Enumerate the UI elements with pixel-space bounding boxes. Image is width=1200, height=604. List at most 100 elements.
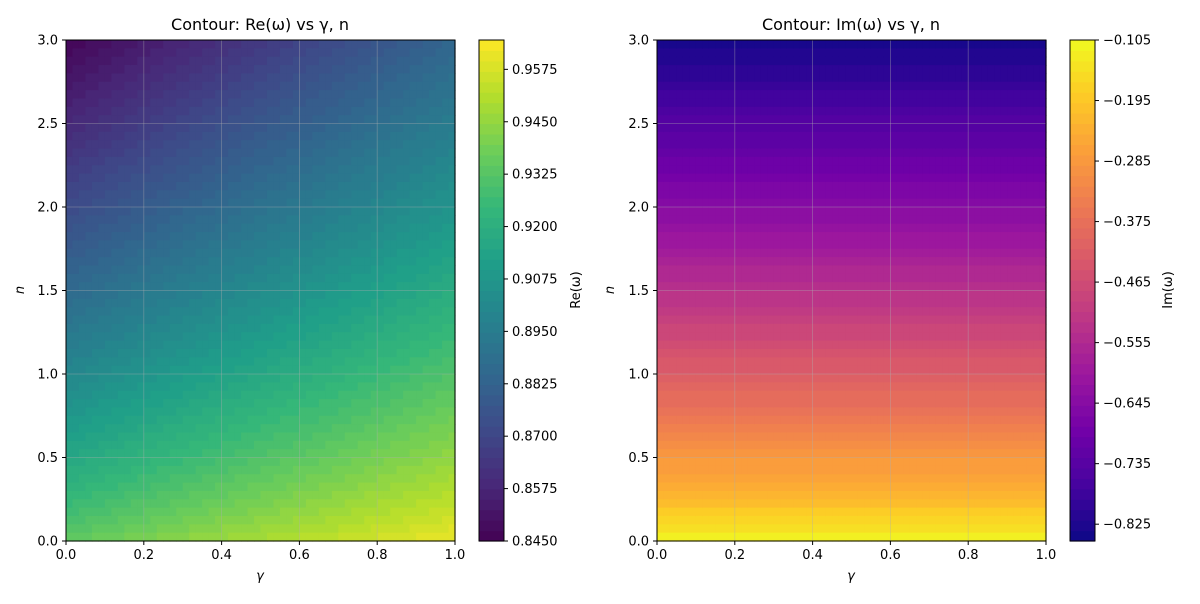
heatmap-cell — [351, 491, 358, 500]
heatmap-cell — [157, 341, 164, 350]
heatmap-cell — [280, 207, 287, 216]
heatmap-cell — [397, 107, 404, 116]
heatmap-cell — [657, 524, 664, 533]
heatmap-cell — [683, 257, 690, 266]
heatmap-cell — [761, 332, 768, 341]
heatmap-cell — [696, 165, 703, 174]
heatmap-cell — [689, 140, 696, 149]
heatmap-cell — [410, 441, 417, 450]
heatmap-cell — [312, 48, 319, 57]
heatmap-cell — [423, 407, 430, 416]
heatmap-cell — [722, 516, 729, 525]
heatmap-cell — [358, 48, 365, 57]
heatmap-cell — [111, 458, 118, 467]
heatmap-cell — [254, 533, 261, 542]
heatmap-cell — [196, 73, 203, 82]
heatmap-cell — [715, 65, 722, 74]
heatmap-cell — [176, 257, 183, 266]
heatmap-cell — [312, 341, 319, 350]
heatmap-cell — [663, 299, 670, 308]
heatmap-cell — [787, 391, 794, 400]
heatmap-cell — [754, 424, 761, 433]
heatmap-cell — [312, 190, 319, 199]
heatmap-cell — [254, 98, 261, 107]
heatmap-cell — [351, 432, 358, 441]
heatmap-cell — [410, 416, 417, 425]
heatmap-cell — [390, 257, 397, 266]
heatmap-cell — [163, 424, 170, 433]
heatmap-cell — [137, 274, 144, 283]
heatmap-cell — [319, 291, 326, 300]
heatmap-cell — [689, 316, 696, 325]
heatmap-cell — [754, 516, 761, 525]
heatmap-cell — [176, 174, 183, 183]
heatmap-cell — [754, 391, 761, 400]
heatmap-cell — [423, 274, 430, 283]
heatmap-cell — [144, 140, 151, 149]
heatmap-cell — [410, 90, 417, 99]
heatmap-cell — [228, 374, 235, 383]
heatmap-cell — [728, 65, 735, 74]
heatmap-cell — [657, 174, 664, 183]
heatmap-cell — [416, 374, 423, 383]
heatmap-cell — [144, 466, 151, 475]
heatmap-cell — [299, 190, 306, 199]
heatmap-cell — [423, 299, 430, 308]
heatmap-cell — [286, 257, 293, 266]
heatmap-cell — [702, 82, 709, 91]
heatmap-cell — [338, 132, 345, 141]
heatmap-cell — [254, 57, 261, 66]
heatmap-cell — [131, 432, 138, 441]
heatmap-cell — [754, 466, 761, 475]
heatmap-cell — [105, 274, 112, 283]
heatmap-cell — [754, 458, 761, 467]
heatmap-cell — [683, 441, 690, 450]
heatmap-cell — [741, 82, 748, 91]
heatmap-cell — [663, 516, 670, 525]
heatmap-cell — [215, 282, 222, 291]
heatmap-cell — [722, 232, 729, 241]
heatmap-cell — [351, 508, 358, 517]
heatmap-cell — [235, 107, 242, 116]
heatmap-cell — [735, 215, 742, 224]
heatmap-cell — [325, 483, 332, 492]
heatmap-cell — [722, 299, 729, 308]
heatmap-cell — [325, 107, 332, 116]
heatmap-cell — [176, 332, 183, 341]
heatmap-cell — [423, 132, 430, 141]
heatmap-cell — [189, 508, 196, 517]
heatmap-cell — [364, 257, 371, 266]
heatmap-cell — [702, 508, 709, 517]
heatmap-cell — [429, 249, 436, 258]
heatmap-cell — [202, 357, 209, 366]
heatmap-cell — [793, 132, 800, 141]
heatmap-cell — [150, 316, 157, 325]
heatmap-cell — [170, 274, 177, 283]
heatmap-cell — [306, 207, 313, 216]
heatmap-cell — [254, 115, 261, 124]
heatmap-cell — [670, 307, 677, 316]
heatmap-cell — [332, 215, 339, 224]
heatmap-cell — [358, 382, 365, 391]
heatmap-cell — [293, 449, 300, 458]
heatmap-cell — [377, 341, 384, 350]
heatmap-cell — [423, 466, 430, 475]
heatmap-cell — [390, 174, 397, 183]
heatmap-cell — [702, 458, 709, 467]
heatmap-cell — [702, 483, 709, 492]
heatmap-cell — [728, 57, 735, 66]
heatmap-cell — [683, 199, 690, 208]
heatmap-cell — [150, 107, 157, 116]
heatmap-cell — [663, 107, 670, 116]
heatmap-cell — [689, 524, 696, 533]
heatmap-cell — [702, 124, 709, 133]
heatmap-cell — [131, 474, 138, 483]
heatmap-cell — [715, 516, 722, 525]
heatmap-cell — [273, 449, 280, 458]
heatmap-cell — [741, 407, 748, 416]
heatmap-cell — [735, 115, 742, 124]
heatmap-cell — [254, 215, 261, 224]
heatmap-cell — [150, 132, 157, 141]
heatmap-cell — [390, 215, 397, 224]
heatmap-cell — [780, 407, 787, 416]
